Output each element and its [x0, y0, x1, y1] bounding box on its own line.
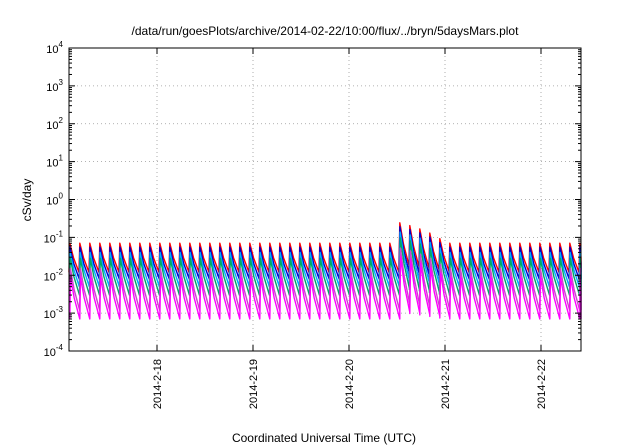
x-tick-label: 2014-2-21 — [440, 359, 452, 409]
y-tick-label: 10-3 — [44, 305, 64, 321]
y-axis: 104 103 102 101 100 10-1 10-2 10-3 10-4 — [44, 40, 581, 359]
x-tick-label: 2014-2-19 — [248, 359, 260, 409]
y-tick-label: 103 — [46, 78, 63, 94]
series-line — [69, 256, 582, 320]
y-tick-label: 102 — [46, 116, 63, 132]
y-axis-label: cSv/day — [20, 179, 34, 222]
x-axis-label: Coordinated Universal Time (UTC) — [232, 431, 416, 445]
x-tick-label: 2014-2-20 — [344, 359, 356, 409]
x-axis: 2014-2-18 2014-2-19 2014-2-20 2014-2-21 2014… — [152, 48, 548, 409]
y-tick-label: 10-2 — [44, 267, 64, 283]
x-tick-label: 2014-2-22 — [536, 359, 548, 409]
y-tick-label: 100 — [46, 192, 63, 208]
x-tick-label: 2014-2-18 — [152, 359, 164, 409]
y-tick-label: 10-1 — [44, 229, 64, 245]
series-group — [68, 222, 582, 320]
chart-title: /data/run/goesPlots/archive/2014-02-22/1… — [132, 24, 520, 38]
y-tick-label: 101 — [46, 154, 63, 170]
y-tick-label: 10-4 — [44, 343, 64, 359]
y-tick-label: 104 — [46, 40, 63, 56]
